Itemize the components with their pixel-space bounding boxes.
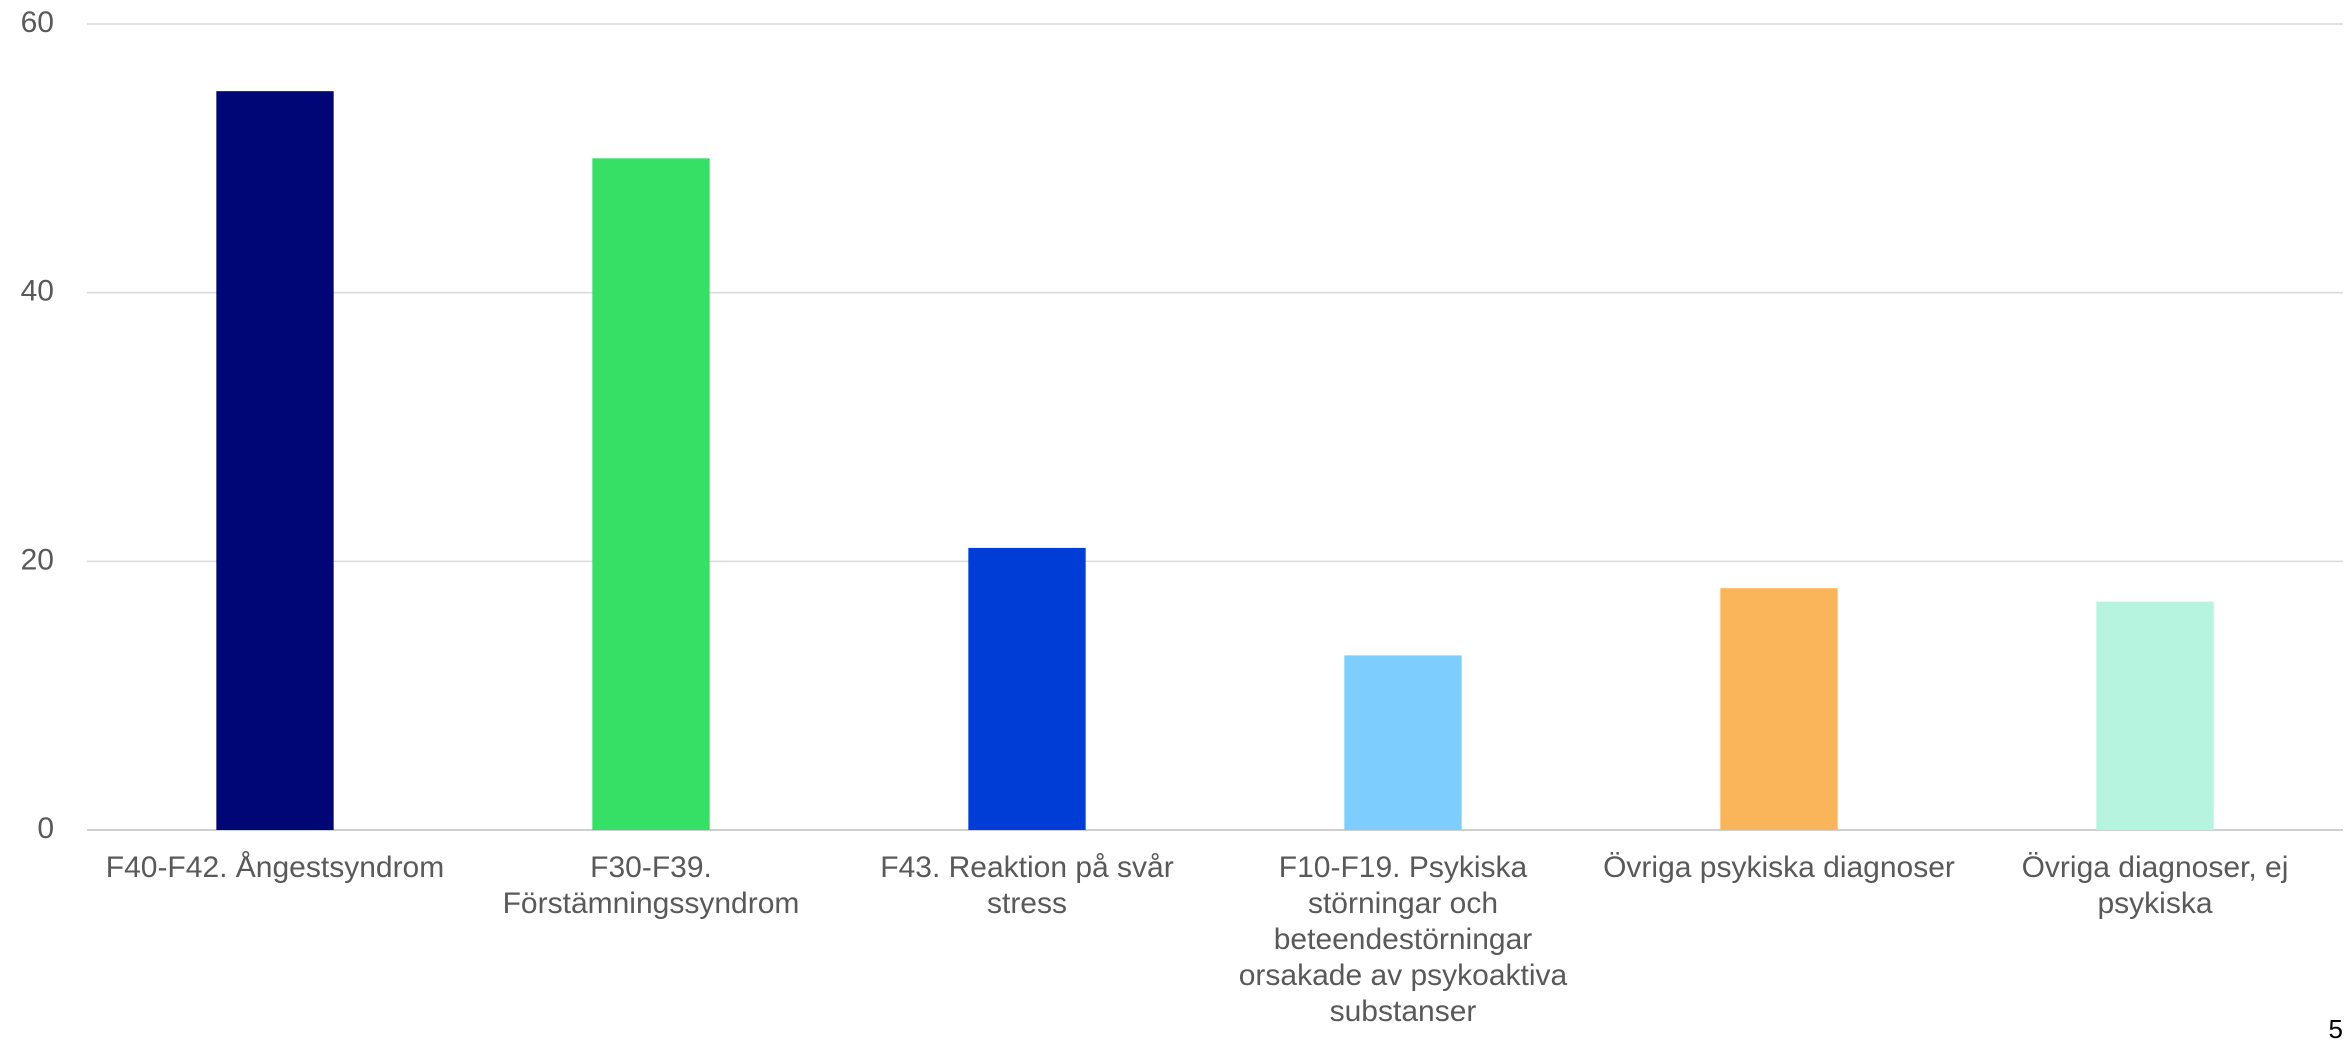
y-tick-label: 40 bbox=[21, 275, 54, 308]
bar bbox=[216, 91, 334, 830]
bar bbox=[592, 158, 710, 831]
x-tick-label: F30-F39. Förstämningssyndrom bbox=[502, 851, 800, 920]
y-tick-label: 20 bbox=[21, 543, 54, 576]
y-tick-label: 60 bbox=[21, 6, 54, 39]
x-tick-label: F40-F42. Ångestsyndrom bbox=[105, 851, 445, 884]
y-tick-label: 0 bbox=[37, 812, 54, 845]
x-tick-label: Övriga diagnoser, ej psykiska bbox=[2021, 851, 2289, 920]
bar bbox=[1720, 588, 1838, 830]
x-tick-label: F43. Reaktion på svår stress bbox=[880, 851, 1174, 920]
page-number: 5 bbox=[2328, 1014, 2343, 1044]
bar bbox=[968, 547, 1086, 830]
x-tick-label: Övriga psykiska diagnoser bbox=[1603, 851, 1955, 884]
bar bbox=[2096, 601, 2214, 830]
bar bbox=[1344, 655, 1462, 830]
x-tick-label: F10-F19. Psykiska störningar och beteend… bbox=[1238, 851, 1568, 1028]
